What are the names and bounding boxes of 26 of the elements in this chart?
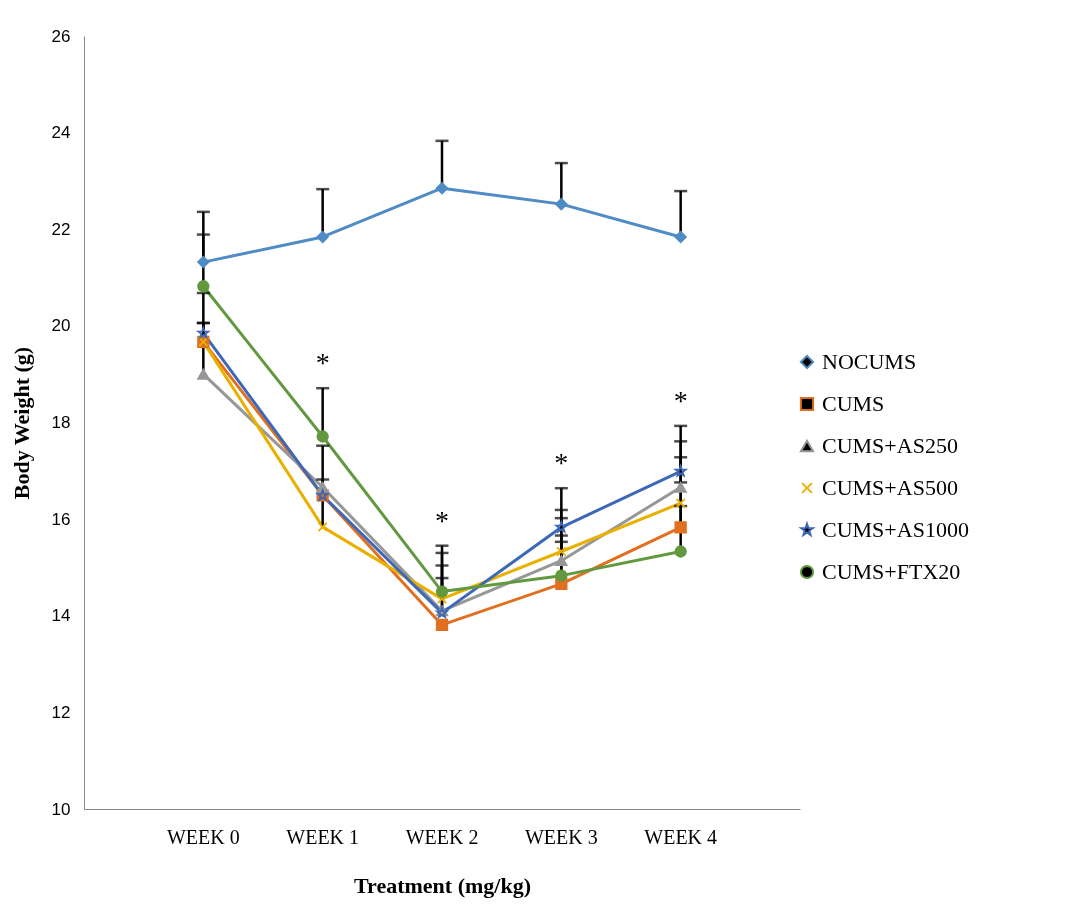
x-tick-label: WEEK 2 — [405, 825, 479, 848]
annotation: * — [435, 504, 449, 536]
y-axis-title: Body Weight (g) — [8, 346, 34, 500]
x-tick-label: WEEK 1 — [286, 825, 360, 848]
y-tick-label: 10 — [51, 799, 71, 819]
x-tick-label: WEEK 0 — [166, 825, 240, 848]
legend-label: CUMS — [822, 391, 885, 416]
annotation: * — [554, 447, 569, 479]
legend-label: NOCUMS — [822, 349, 917, 374]
y-tick-label: 14 — [51, 606, 71, 626]
x-tick-label: WEEK 4 — [644, 825, 718, 848]
annotation: * — [673, 384, 688, 416]
y-tick-label: 24 — [51, 123, 71, 143]
y-tick-label: 16 — [51, 509, 71, 529]
legend-label: CUMS+FTX20 — [822, 559, 961, 584]
legend-label: CUMS+AS250 — [822, 433, 958, 458]
y-tick-label: 20 — [51, 316, 71, 336]
legend-label: CUMS+AS1000 — [822, 517, 969, 542]
y-tick-label: 26 — [51, 26, 71, 46]
legend-label: CUMS+AS500 — [822, 475, 958, 500]
x-tick-label: WEEK 3 — [524, 825, 598, 848]
x-axis-title: Treatment (mg/kg) — [354, 872, 531, 898]
annotation: * — [315, 347, 330, 379]
y-tick-label: 12 — [51, 702, 71, 722]
y-tick-label: 18 — [51, 413, 71, 432]
y-tick-label: 22 — [51, 219, 71, 239]
